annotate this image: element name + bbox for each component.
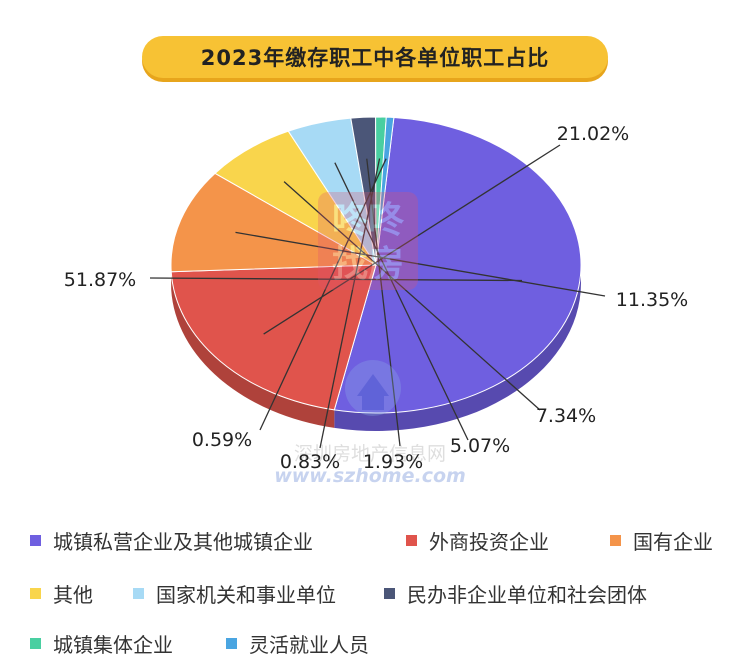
data-labels: 51.87% 21.02% 11.35% 7.34% 5.07% 1.93% 0.83% 0.… — [64, 123, 688, 473]
pie-top — [170, 116, 582, 414]
watermark: 咚咚 找房 深圳房地产信息网 www.szhome.com — [274, 192, 466, 487]
pie-slice-0 — [333, 117, 582, 414]
leader-line-7 — [259, 158, 387, 431]
watermark-logo-bottom: 找房 — [332, 244, 404, 285]
watermark-logo-top: 咚咚 — [332, 200, 405, 241]
watermark-site-url: www.szhome.com — [274, 465, 466, 487]
leader-line-6 — [319, 158, 381, 449]
leader-line-0 — [149, 277, 523, 282]
pie-slice-1 — [170, 264, 377, 411]
watermark-house-icon — [345, 360, 401, 416]
data-label-0: 51.87% — [64, 269, 136, 291]
data-label-6: 0.83% — [280, 451, 340, 473]
leader-line-1 — [263, 144, 561, 335]
pie-slice-7 — [375, 116, 395, 266]
data-label-7: 0.59% — [192, 429, 252, 451]
data-label-5: 1.93% — [363, 451, 423, 473]
chart-title: 2023年缴存职工中各单位职工占比 — [142, 36, 608, 78]
pie-side-1 — [171, 271, 335, 428]
leader-line-2 — [235, 231, 606, 297]
watermark-logo-box — [318, 192, 418, 290]
pie-side-0 — [334, 265, 581, 431]
watermark-site-cn: 深圳房地产信息网 — [294, 443, 446, 465]
leader-line-5 — [366, 158, 401, 447]
leader-line-4 — [334, 162, 469, 441]
data-label-1: 21.02% — [557, 123, 629, 145]
leader-lines — [149, 144, 606, 449]
data-label-3: 7.34% — [536, 405, 596, 427]
data-label-4: 5.07% — [450, 435, 510, 457]
leader-line-3 — [283, 181, 541, 411]
data-label-2: 11.35% — [616, 289, 688, 311]
